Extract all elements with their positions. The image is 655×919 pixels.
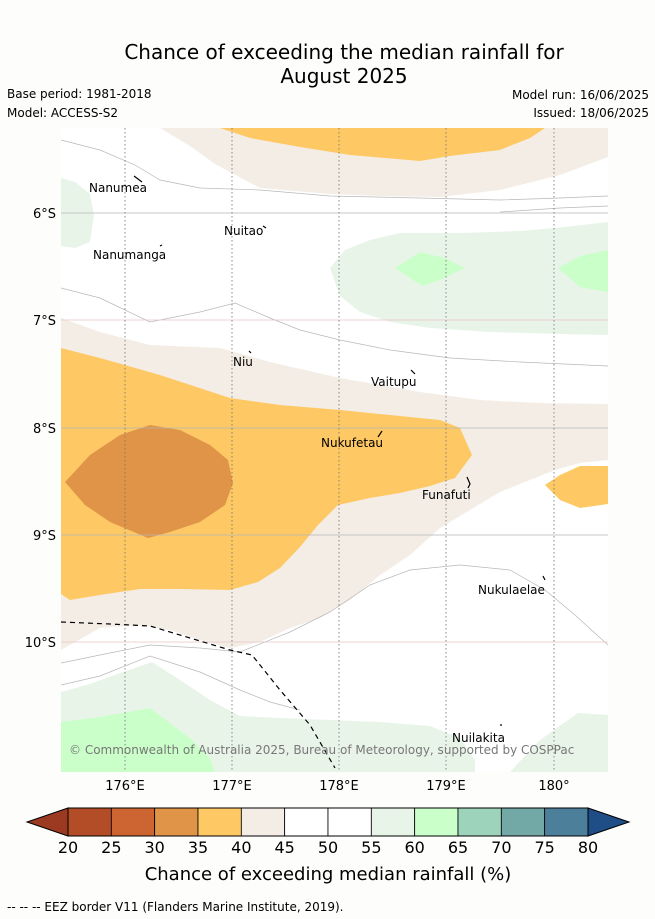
colorbar-segment-20-25 [67, 807, 112, 837]
contour-60-65-east-a [395, 252, 465, 286]
colorbar-tick-25: 25 [101, 838, 121, 857]
island-label-nuilakita: Nuilakita [452, 731, 505, 745]
island-label-vaitupu: Vaitupu [371, 375, 417, 389]
island-label-funafuti: Funafuti [422, 488, 471, 502]
contour-55-60-northeast [330, 222, 608, 335]
colorbar-tick-40: 40 [231, 838, 251, 857]
contour-60-65-east-b [558, 250, 608, 292]
contour-35-40-main [61, 348, 472, 600]
latitude-labels: 6°S 7°S 8°S 9°S 10°S [25, 207, 56, 651]
island-label-nuitao: Nuitao [224, 224, 263, 238]
contour-35-40-east [545, 466, 608, 508]
colorbar-segment-30-35 [154, 807, 199, 837]
colorbar-segment-60-65 [414, 807, 459, 837]
colorbar-segment-75-80 [544, 807, 589, 837]
map-title-line2: August 2025 [280, 64, 408, 88]
lat-label-6s: 6°S [33, 207, 56, 222]
lon-label-177e: 177°E [212, 779, 252, 794]
lat-label-7s: 7°S [33, 314, 56, 329]
colorbar-title: Chance of exceeding median rainfall (%) [145, 864, 512, 885]
colorbar-tick-80: 80 [578, 838, 598, 857]
map-panel: Nanumea Nuitao Nanumanga Niu Vaitupu Nuk… [61, 128, 608, 772]
eez-border [61, 621, 336, 769]
island-funafuti-mark [466, 476, 471, 489]
longitude-labels: 176°E 177°E 178°E 179°E 180° [105, 779, 569, 794]
colorbar-tick-60: 60 [404, 838, 424, 857]
island-label-nukufetau: Nukufetau [321, 436, 383, 450]
colorbar: 20 25 30 35 40 45 50 55 60 65 70 75 80 Chance of exc… [25, 807, 631, 885]
colorbar-segment-70-75 [500, 807, 546, 837]
colorbar-tick-70: 70 [491, 838, 511, 857]
base-period-text: Base period: 1981-2018 [7, 87, 152, 101]
lon-label-180: 180° [538, 779, 569, 794]
colorbar-tick-35: 35 [188, 838, 208, 857]
longitude-gridlines [124, 128, 555, 772]
island-nukulaelae-mark [542, 575, 546, 581]
colorbar-segment-50-55 [327, 807, 372, 837]
issued-text: Issued: 18/06/2025 [533, 106, 649, 120]
colorbar-segment-35-40 [197, 807, 242, 837]
eez-footnote: -- -- -- EEZ border V11 (Flanders Marine… [7, 900, 344, 914]
colorbar-segments [67, 807, 589, 837]
island-nuitao-mark [262, 225, 267, 229]
colorbar-tick-65: 65 [448, 838, 468, 857]
lon-label-179e: 179°E [426, 779, 466, 794]
latitude-gridlines [61, 212, 608, 536]
island-nanumanga-mark [159, 244, 163, 247]
colorbar-segment-55-60 [370, 807, 416, 837]
colorbar-tick-75: 75 [534, 838, 554, 857]
colorbar-frame [67, 807, 589, 837]
colorbar-segment-25-30 [110, 807, 156, 837]
island-label-nanumea: Nanumea [89, 181, 147, 195]
model-text: Model: ACCESS-S2 [7, 106, 119, 120]
colorbar-tick-55: 55 [361, 838, 381, 857]
colorbar-tick-45: 45 [274, 838, 294, 857]
copyright-notice: © Commonwealth of Australia 2025, Bureau… [69, 743, 574, 757]
contour-35-40-top [220, 128, 545, 161]
lat-label-10s: 10°S [25, 636, 56, 651]
colorbar-tick-50: 50 [318, 838, 338, 857]
lon-label-176e: 176°E [105, 779, 145, 794]
colorbar-ticks: 20 25 30 35 40 45 50 55 60 65 70 75 80 [58, 838, 598, 857]
island-nanumea-mark [133, 175, 143, 183]
contour-55-60-southeast [510, 713, 608, 772]
colorbar-segment-40-45 [240, 807, 286, 837]
contour-30-35 [65, 425, 233, 538]
lon-label-178e: 178°E [319, 779, 359, 794]
colorbar-tick-30: 30 [144, 838, 164, 857]
island-nukufetau-mark [377, 430, 383, 438]
map-title: Chance of exceeding the median rainfall … [0, 40, 655, 88]
island-label-niu: Niu [233, 355, 253, 369]
colorbar-over-arrow [587, 807, 631, 837]
island-label-nukulaelae: Nukulaelae [478, 583, 545, 597]
lat-label-8s: 8°S [33, 422, 56, 437]
lat-label-9s: 9°S [33, 529, 56, 544]
island-label-nanumanga: Nanumanga [93, 248, 166, 262]
colorbar-under-arrow [25, 807, 69, 837]
island-marks [133, 175, 546, 726]
contour-60-65-south [61, 708, 215, 772]
colorbar-segment-65-70 [457, 807, 502, 837]
island-niu-mark [248, 350, 252, 354]
island-vaitupu-mark [410, 369, 416, 375]
latitude-gridlines-faint [61, 319, 608, 643]
colorbar-tick-20: 20 [58, 838, 78, 857]
model-run-text: Model run: 16/06/2025 [511, 88, 649, 102]
colorbar-segment-45-50 [284, 807, 329, 837]
map-title-line1: Chance of exceeding the median rainfall … [124, 40, 564, 64]
contour-lines [61, 139, 608, 711]
